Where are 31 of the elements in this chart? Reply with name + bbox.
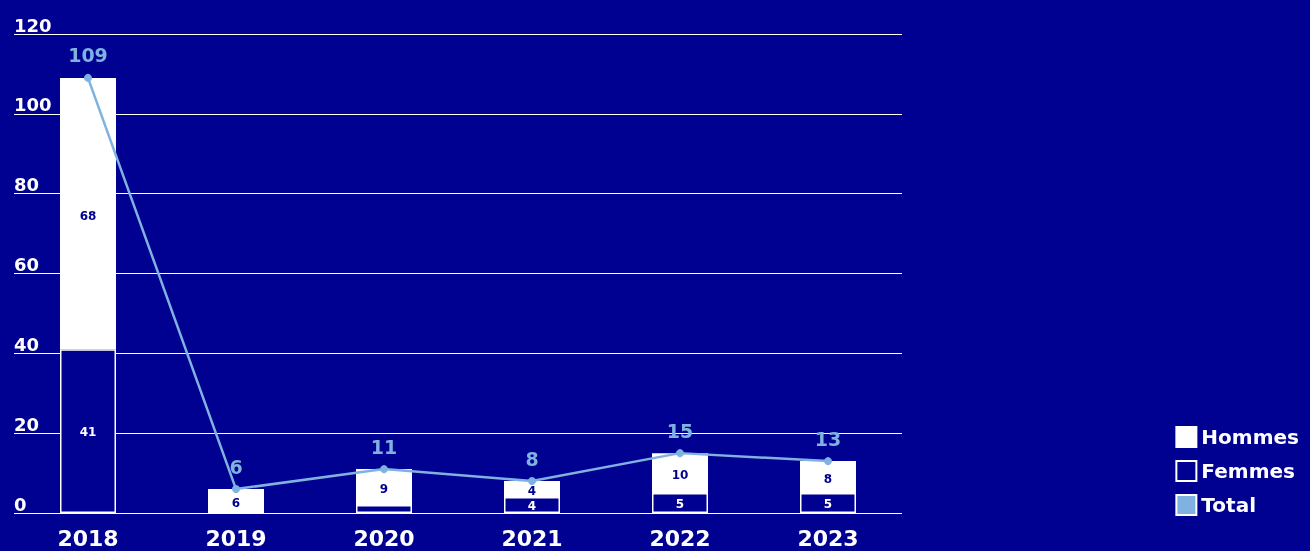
legend-label: Femmes [1201,459,1295,483]
data-label: 10 [671,468,689,483]
data-label: 11 [370,435,398,458]
data-label: 4 [527,499,537,514]
y-tick-label: 80 [14,174,40,196]
y-tick-label: 60 [14,254,40,275]
x-tick-label: 2020 [353,525,415,551]
data-label: 13 [814,427,842,450]
legend-label: Hommes [1201,425,1300,449]
data-label: 109 [68,44,108,67]
data-label: 4 [527,484,537,499]
y-tick-label: 0 [14,493,27,515]
data-label: 9 [379,482,389,497]
data-label: 5 [823,497,833,512]
x-tick-label: 2018 [57,525,119,551]
legend-label: Total [1201,493,1257,517]
x-tick-label: 2021 [501,525,563,551]
data-label: 8 [525,447,539,470]
y-tick-label: 40 [14,333,40,355]
y-tick-label: 20 [14,413,40,435]
x-tick-label: 2019 [205,525,267,551]
x-tick-label: 2023 [797,525,859,551]
y-tick-label: 120 [14,14,52,36]
data-label: 6 [229,455,243,478]
x-tick-label: 2022 [649,525,711,551]
y-tick-label: 100 [14,94,52,116]
data-label: 41 [79,425,97,440]
data-label: 5 [675,497,685,512]
data-label: 68 [79,208,97,223]
data-label: 8 [823,472,833,487]
data-label: 6 [231,496,241,511]
